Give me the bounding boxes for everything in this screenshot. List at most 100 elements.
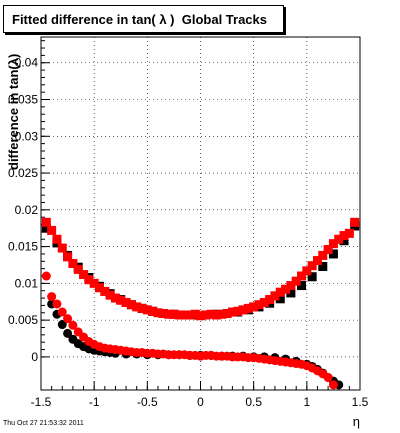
data-point-square (142, 305, 152, 315)
data-point-square (180, 310, 190, 320)
data-point-square (73, 264, 83, 274)
data-point-square (227, 307, 237, 317)
data-point-circle (57, 307, 67, 317)
y-tick-label: 0.025 (8, 166, 38, 180)
data-point-square (238, 305, 248, 315)
y-tick-label: 0 (31, 350, 38, 364)
y-tick-label: 0.035 (8, 93, 38, 107)
data-point-circle (328, 380, 338, 390)
data-point-circle (52, 299, 62, 309)
data-point-square (68, 259, 78, 269)
data-point-square (174, 310, 184, 320)
data-point-square (318, 261, 328, 271)
timestamp: Thu Oct 27 21:53:32 2011 (3, 420, 84, 427)
x-axis-label: η (352, 414, 360, 429)
data-point-square (307, 261, 317, 271)
chart-title: Fitted difference in tan( λ ) Global Tra… (12, 12, 267, 27)
data-point-square (47, 225, 57, 235)
data-point-square (259, 297, 269, 307)
y-tick-label: 0.01 (15, 276, 39, 290)
data-point-square (169, 309, 179, 319)
y-axis-label: difference in tan(λ) (6, 53, 21, 170)
data-point-square (328, 239, 338, 249)
data-point-square (270, 291, 280, 301)
data-point-square (275, 294, 285, 304)
data-point-square (254, 300, 264, 310)
data-point-square (291, 276, 301, 286)
data-point-square (132, 302, 142, 312)
y-tick-label: 0.005 (8, 313, 38, 327)
data-point-square (94, 283, 104, 293)
data-point-square (89, 278, 99, 288)
data-point-square (297, 281, 307, 291)
data-point-square (84, 275, 94, 285)
data-point-square (100, 286, 110, 296)
data-point-circle (68, 320, 78, 330)
data-point-square (201, 310, 211, 320)
data-point-square (121, 297, 131, 307)
data-point-square (233, 306, 243, 316)
data-point-square (211, 310, 221, 320)
data-point-square (110, 293, 120, 303)
x-tick-label: 1 (303, 395, 310, 409)
data-point-square (41, 217, 51, 227)
data-point-square (323, 245, 333, 255)
data-point-circle (41, 271, 51, 281)
data-point-square (190, 309, 200, 319)
data-point-square (137, 303, 147, 313)
data-point-square (52, 234, 62, 244)
data-point-square (339, 231, 349, 241)
y-tick-label: 0.02 (15, 203, 39, 217)
x-tick-label: -1.5 (31, 395, 52, 409)
data-point-square (286, 288, 296, 298)
data-point-square (243, 303, 253, 313)
data-point-square (206, 309, 216, 319)
data-point-square (318, 250, 328, 260)
data-point-circle (323, 372, 333, 382)
data-point-circle (47, 292, 57, 302)
data-point-square (249, 302, 259, 312)
data-point-square (164, 309, 174, 319)
y-tick-label: 0.03 (15, 129, 39, 143)
x-tick-label: 0.5 (245, 395, 262, 409)
data-point-square (302, 266, 312, 276)
data-point-square (126, 300, 136, 310)
data-point-circle (63, 314, 73, 324)
data-point-square (217, 309, 227, 319)
data-point-square (57, 243, 67, 253)
data-point-square (196, 311, 205, 321)
x-tick-label: 1.5 (352, 395, 369, 409)
data-point-square (339, 236, 349, 246)
x-tick-label: -1 (89, 395, 100, 409)
data-point-square (275, 287, 285, 297)
data-point-circle (63, 328, 73, 338)
data-point-square (222, 309, 232, 319)
data-point-square (307, 272, 317, 282)
data-markers (41, 217, 360, 390)
data-point-square (281, 284, 291, 294)
data-point-square (334, 234, 344, 244)
y-tick-label: 0.04 (15, 56, 39, 70)
data-point-square (41, 223, 51, 233)
data-point-square (344, 228, 354, 238)
data-point-square (265, 295, 275, 305)
data-point-square (158, 309, 168, 319)
data-point-square (116, 295, 126, 305)
data-point-square (312, 256, 322, 266)
data-point-square (153, 308, 163, 318)
data-point-square (79, 270, 89, 280)
data-point-square (328, 249, 338, 259)
data-point-square (350, 217, 360, 227)
data-point-square (185, 310, 195, 320)
data-point-square (105, 290, 115, 300)
data-point-square (297, 271, 307, 281)
data-point-circle (57, 320, 67, 330)
y-tick-label: 0.015 (8, 240, 38, 254)
chart-title-box: Fitted difference in tan( λ ) Global Tra… (3, 5, 284, 33)
data-point-square (286, 281, 296, 291)
x-tick-label: 0 (197, 395, 204, 409)
data-point-square (148, 306, 158, 316)
data-point-square (63, 252, 73, 262)
x-tick-label: -0.5 (137, 395, 158, 409)
